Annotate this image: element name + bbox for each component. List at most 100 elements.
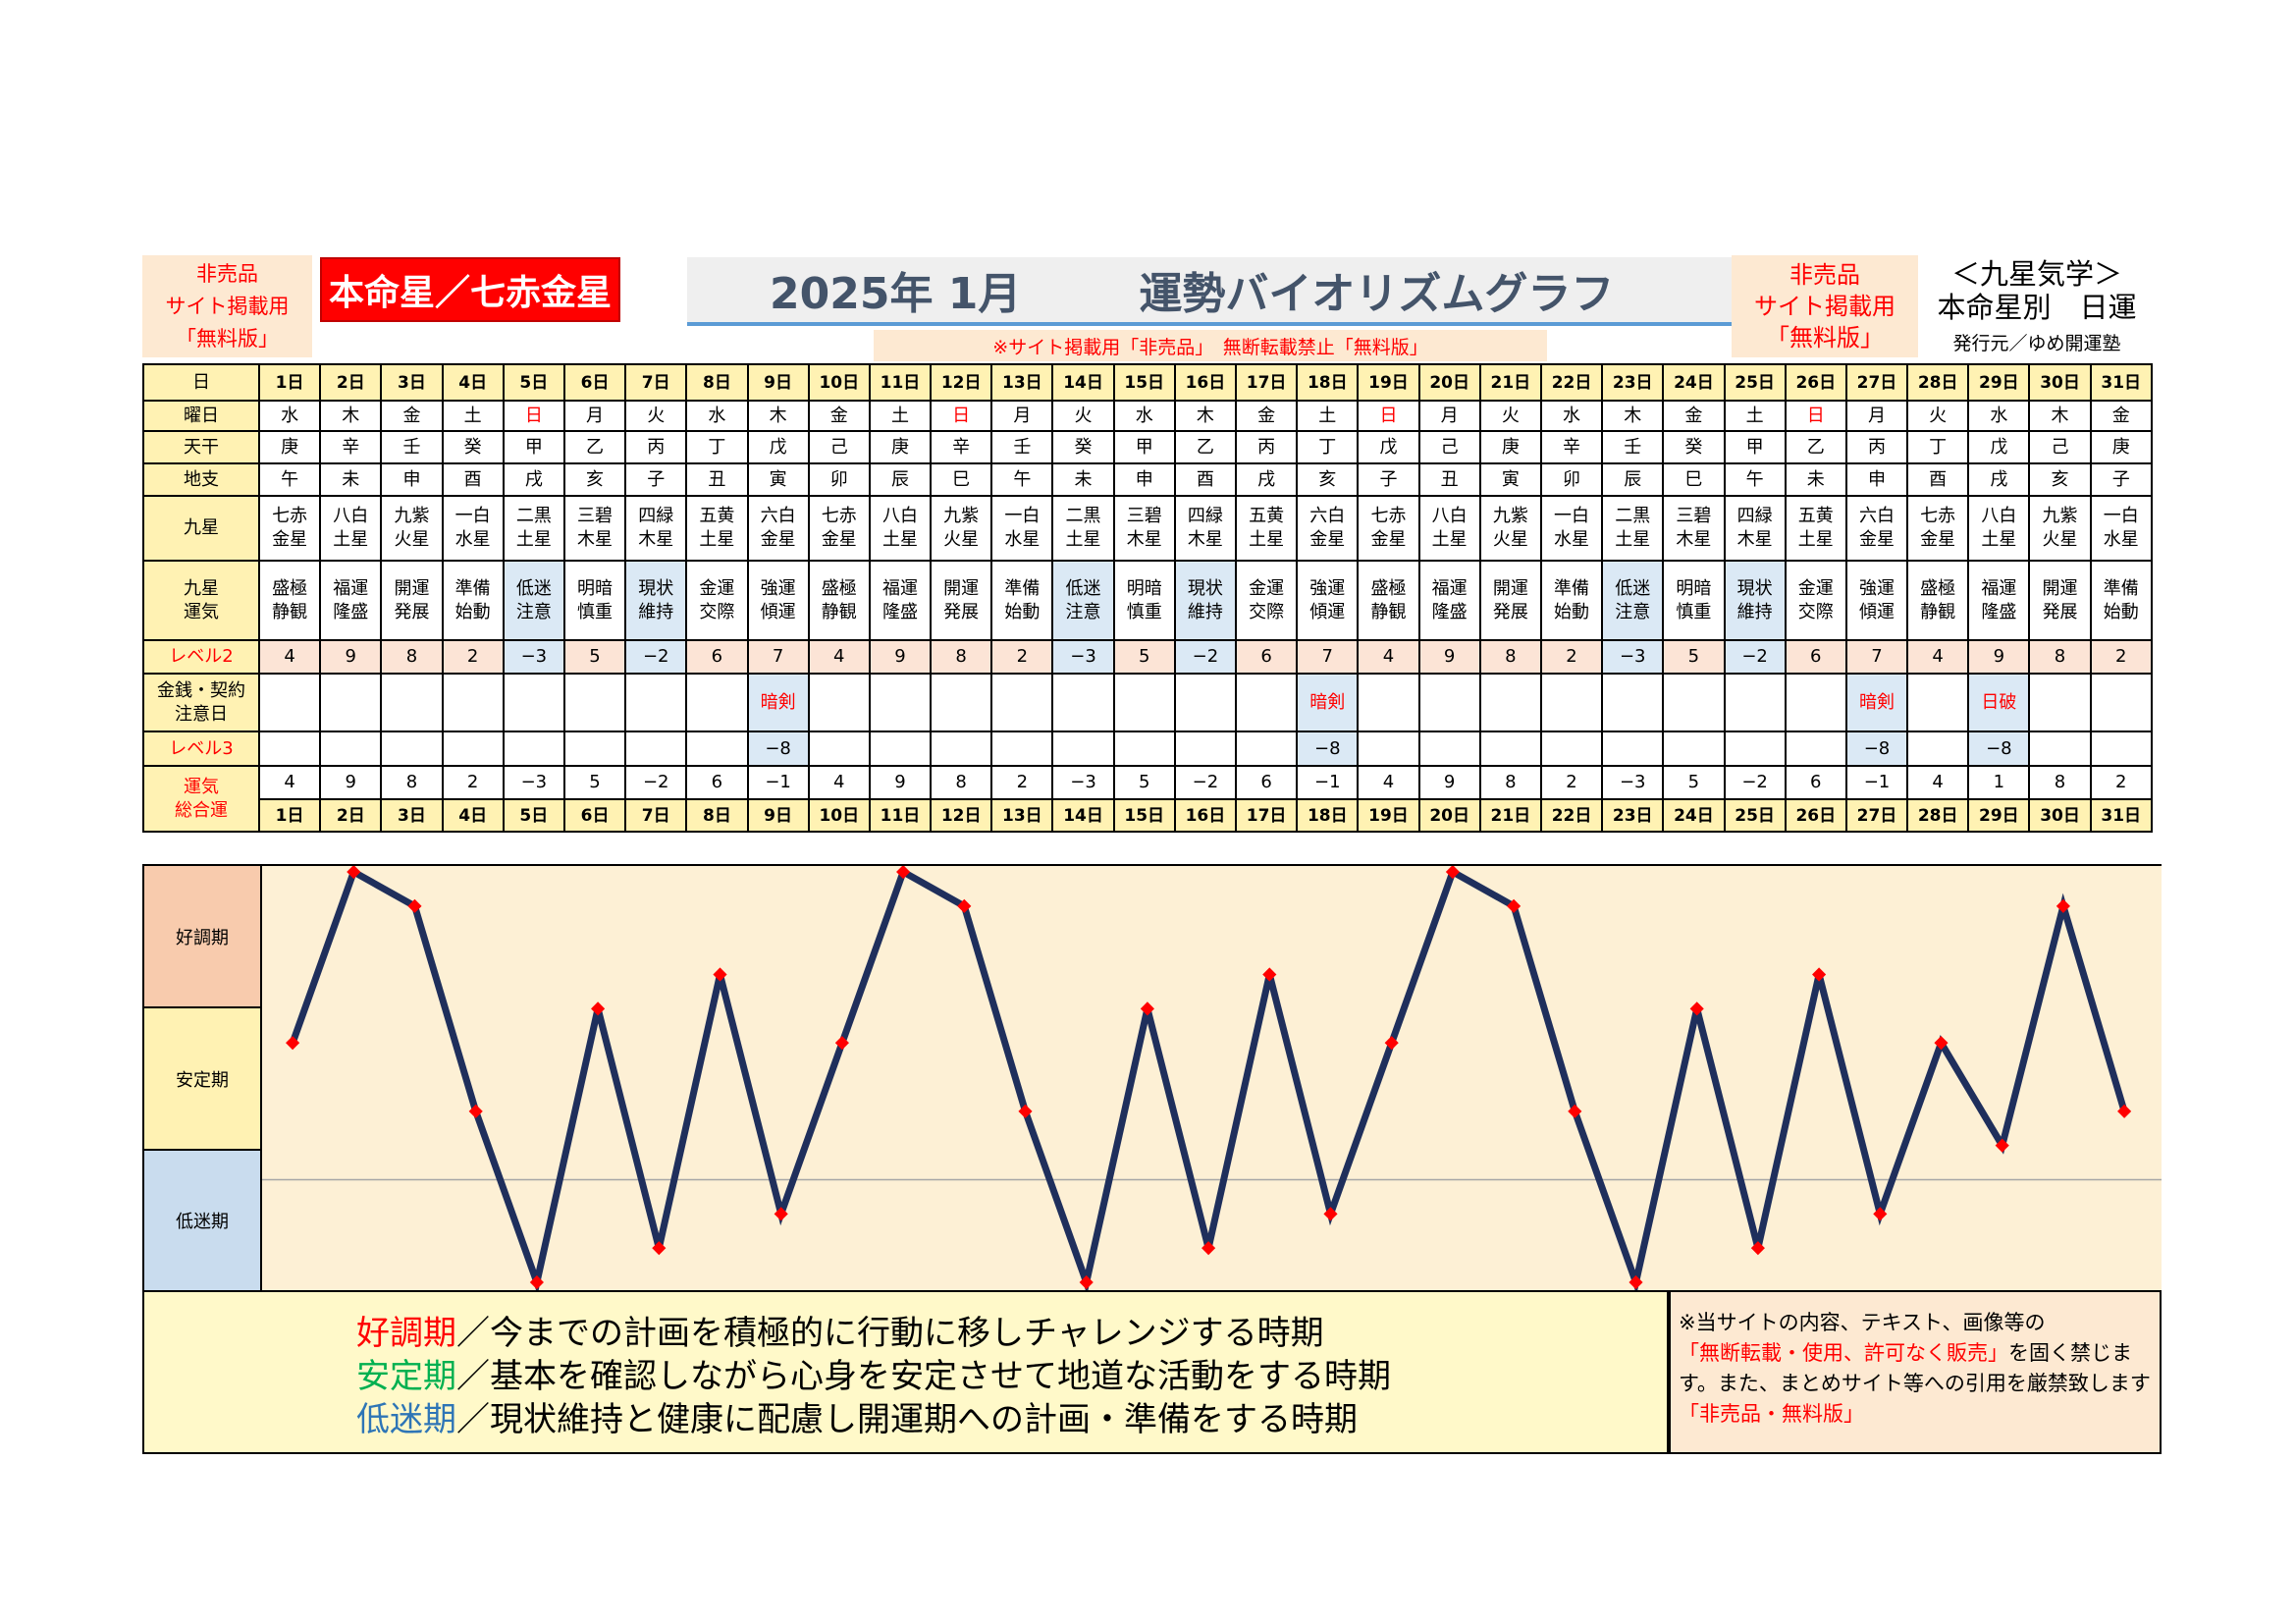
cell-level3	[1539, 731, 1604, 767]
notice-text-2: を固く禁じます。また、まとめサイト等への引用を厳禁致します	[1679, 1341, 2151, 1395]
cell-tenkan: 乙	[562, 430, 627, 464]
cell-tenkan: 甲	[502, 430, 565, 464]
cell-total: 2	[2089, 765, 2153, 800]
cell-days: 28日	[1906, 363, 1970, 402]
cell-weekdays: 水	[685, 400, 749, 432]
cell-tenkan: 甲	[1112, 430, 1176, 464]
cell-unki: 現状 維持	[624, 560, 688, 641]
cell-weekdays: 土	[868, 400, 933, 432]
cell-tenkan: 甲	[1723, 430, 1787, 464]
left-notice-line: 「無料版」	[176, 326, 279, 351]
cell-money	[2089, 673, 2153, 732]
cell-total: 6	[1234, 765, 1299, 800]
cell-days: 5日	[502, 363, 565, 402]
biorhythm-chart: 好調期 安定期 低迷期	[142, 864, 2162, 1292]
cell-level3	[502, 731, 565, 767]
cell-tenkan: 丙	[624, 430, 688, 464]
row-kyusei: 九星 七赤 金星 八白 土星 九紫 火星 一白 水星 二黒 土星 三碧 木星 四緑 木星 五黄 …	[142, 495, 2153, 562]
cell-day-bottom: 25日	[1723, 798, 1787, 833]
data-point	[774, 1207, 788, 1221]
cell-total: −3	[1601, 765, 1665, 800]
cell-chishi: 卯	[1539, 462, 1604, 497]
cell-day-bottom: 23日	[1601, 798, 1665, 833]
cell-tenkan: 壬	[380, 430, 444, 464]
data-point	[1995, 1138, 2009, 1153]
data-point	[1689, 1001, 1704, 1016]
cell-money	[257, 673, 322, 732]
title-main: 運勢バイオリズムグラフ	[1139, 269, 1615, 319]
cell-kyusei: 六白 金星	[1844, 495, 1909, 562]
cell-total: 4	[1357, 765, 1420, 800]
cell-unki: 明暗 慎重	[1112, 560, 1176, 641]
cell-kyusei: 九紫 火星	[1478, 495, 1542, 562]
cell-days: 3日	[380, 363, 444, 402]
cell-weekdays: 金	[1234, 400, 1299, 432]
cell-days: 19日	[1357, 363, 1420, 402]
cell-weekdays: 木	[319, 400, 383, 432]
cell-chishi: 酉	[1906, 462, 1970, 497]
row-label-level3: レベル3	[142, 731, 260, 767]
cell-level3	[685, 731, 749, 767]
copyright-notice: ※当サイトの内容、テキスト、画像等の 「無断転載・使用、許可なく販売」を固く禁じ…	[1669, 1292, 2162, 1454]
cell-total: 4	[807, 765, 871, 800]
cell-chishi: 卯	[807, 462, 871, 497]
cell-unki: 強運 傾運	[1296, 560, 1360, 641]
cell-tenkan: 己	[2028, 430, 2092, 464]
cell-kyusei: 二黒 土星	[1601, 495, 1665, 562]
cell-money: 日破	[1967, 673, 2031, 732]
cell-kyusei: 一白 水星	[1539, 495, 1604, 562]
cell-weekdays: 金	[380, 400, 444, 432]
cell-weekdays: 土	[441, 400, 505, 432]
row-label-chishi: 地支	[142, 462, 260, 497]
cell-money	[1662, 673, 1726, 732]
cell-money	[1112, 673, 1176, 732]
data-point	[1201, 1241, 1216, 1256]
data-point	[896, 866, 911, 880]
cell-days: 15日	[1112, 363, 1176, 402]
cell-level3	[1417, 731, 1481, 767]
cell-level3	[1478, 731, 1542, 767]
row-money: 金銭・契約 注意日 暗剣 暗剣 暗剣 日破	[142, 673, 2153, 732]
cell-money	[1173, 673, 1238, 732]
cell-total: 2	[441, 765, 505, 800]
cell-chishi: 未	[1051, 462, 1115, 497]
cell-days: 21日	[1478, 363, 1542, 402]
row-label-money: 金銭・契約 注意日	[142, 673, 260, 732]
cell-money	[1601, 673, 1665, 732]
cell-unki: 現状 維持	[1173, 560, 1238, 641]
cell-day-bottom: 26日	[1784, 798, 1847, 833]
row-chishi: 地支午未申酉戌亥子丑寅卯辰巳午未申酉戌亥子丑寅卯辰巳午未申酉戌亥子	[142, 462, 2153, 497]
cell-day-bottom: 19日	[1357, 798, 1420, 833]
cell-day-bottom: 2日	[319, 798, 383, 833]
cell-unki: 強運 傾運	[746, 560, 810, 641]
cell-days: 26日	[1784, 363, 1847, 402]
row-level2: レベル2 4 9 8 2 −3 5 −2 6 7 4 9 8 2 −3 5 −2 6 7 4 9 8 2 −3 5 −2 6 7 4 9 8…	[142, 639, 2153, 675]
cell-level2: 9	[1417, 639, 1481, 675]
cell-unki: 開運 発展	[380, 560, 444, 641]
cell-money	[807, 673, 871, 732]
cell-level2: 6	[1234, 639, 1299, 675]
cell-kyusei: 三碧 木星	[1662, 495, 1726, 562]
cell-tenkan: 丙	[1844, 430, 1909, 464]
cell-chishi: 子	[1357, 462, 1420, 497]
legend-low: 低迷期／現状維持と健康に配慮し開運期への計画・準備をする時期	[356, 1398, 1667, 1441]
left-notice-line: サイト掲載用	[165, 294, 290, 318]
cell-day-bottom: 6日	[562, 798, 627, 833]
cell-money	[868, 673, 933, 732]
cell-tenkan: 己	[807, 430, 871, 464]
data-point	[1629, 1274, 1643, 1290]
cell-total: 6	[1784, 765, 1847, 800]
cell-chishi: 丑	[685, 462, 749, 497]
cell-money: 暗剣	[1296, 673, 1360, 732]
cell-kyusei: 九紫 火星	[380, 495, 444, 562]
cell-days: 27日	[1844, 363, 1909, 402]
cell-level3	[380, 731, 444, 767]
cell-money	[319, 673, 383, 732]
cell-weekdays: 金	[1662, 400, 1726, 432]
cell-level2: −2	[1723, 639, 1787, 675]
cell-kyusei: 七赤 金星	[1357, 495, 1420, 562]
cell-level3	[807, 731, 871, 767]
publisher: 発行元／ゆめ開運塾	[1952, 333, 2121, 354]
kyusei-subtitle: 本命星別 日運	[1937, 291, 2137, 324]
cell-days: 16日	[1173, 363, 1238, 402]
